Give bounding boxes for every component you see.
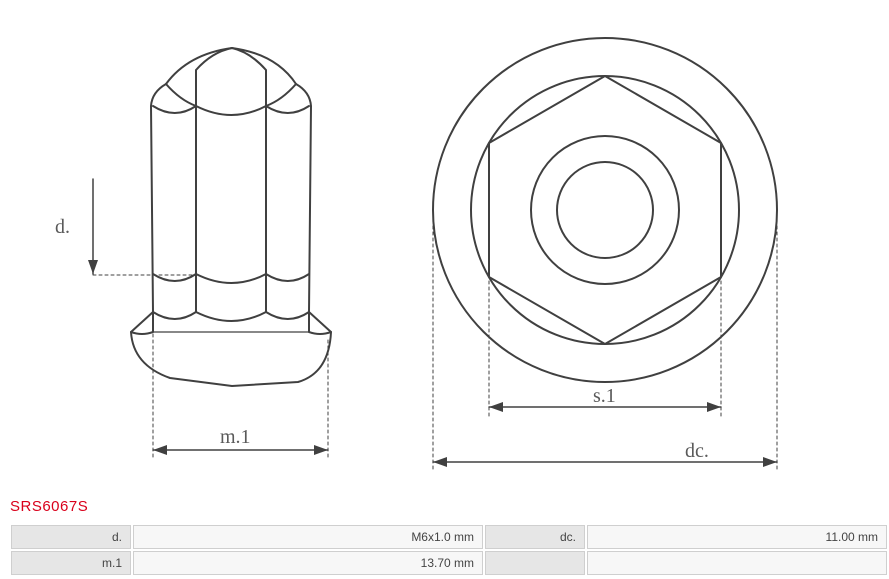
spec-key: dc. bbox=[485, 525, 585, 549]
part-number: SRS6067S bbox=[10, 498, 88, 515]
technical-drawing: d. m.1 s.1 dc. bbox=[0, 0, 889, 579]
side-view bbox=[131, 48, 331, 386]
label-s1: s.1 bbox=[593, 385, 616, 407]
spec-value bbox=[587, 551, 887, 575]
spec-key: d. bbox=[11, 525, 131, 549]
spec-key bbox=[485, 551, 585, 575]
label-dc: dc. bbox=[685, 440, 709, 462]
label-m1: m.1 bbox=[220, 426, 251, 448]
top-view bbox=[433, 38, 777, 382]
table-row: d. M6x1.0 mm dc. 11.00 mm bbox=[11, 525, 887, 549]
dim-d bbox=[88, 179, 196, 275]
label-d: d. bbox=[55, 216, 70, 238]
spec-value: M6x1.0 mm bbox=[133, 525, 483, 549]
spec-value: 13.70 mm bbox=[133, 551, 483, 575]
spec-value: 11.00 mm bbox=[587, 525, 887, 549]
spec-key: m.1 bbox=[11, 551, 131, 575]
table-row: m.1 13.70 mm bbox=[11, 551, 887, 575]
spec-table: d. M6x1.0 mm dc. 11.00 mm m.1 13.70 mm bbox=[9, 523, 889, 577]
